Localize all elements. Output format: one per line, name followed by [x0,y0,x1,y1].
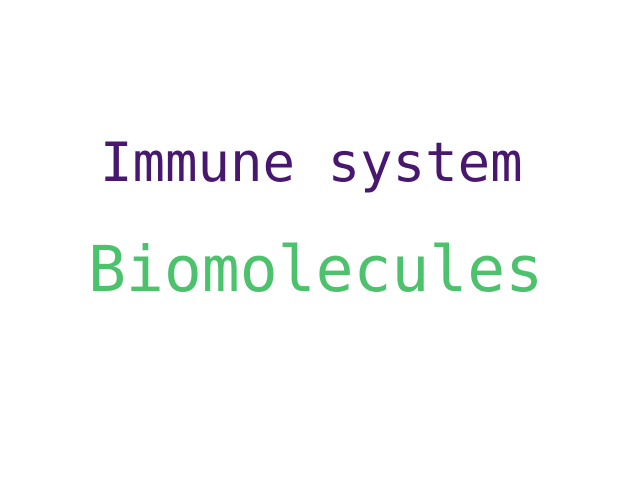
word-biomolecules: Biomolecules [88,233,544,306]
word-immune-system: Immune system [100,131,523,194]
